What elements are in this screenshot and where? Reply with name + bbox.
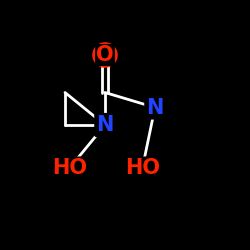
- Text: O: O: [96, 45, 114, 65]
- Text: HO: HO: [125, 158, 160, 178]
- Text: N: N: [146, 98, 164, 117]
- Text: HO: HO: [52, 158, 88, 178]
- Text: N: N: [96, 115, 114, 135]
